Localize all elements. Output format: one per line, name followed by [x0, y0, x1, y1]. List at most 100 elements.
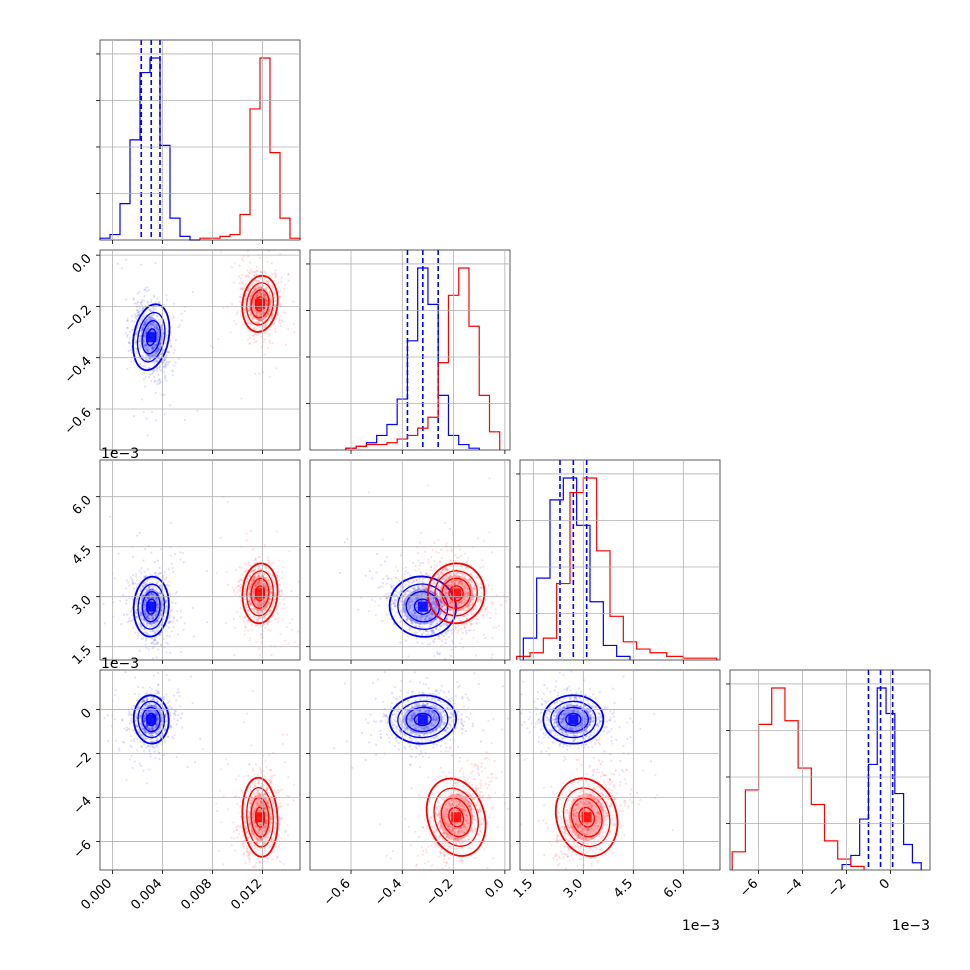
sample-point	[268, 610, 272, 613]
sample-point	[267, 556, 270, 559]
sample-point	[264, 584, 268, 587]
sample-point	[265, 279, 268, 283]
sample-point	[146, 346, 149, 350]
sample-point	[270, 574, 274, 577]
sample-point	[273, 322, 276, 325]
sample-point	[244, 585, 247, 588]
sample-point	[151, 617, 154, 620]
sample-point	[256, 602, 259, 606]
sample-point	[147, 324, 150, 328]
sample-point	[266, 300, 269, 303]
sample-point	[164, 609, 167, 612]
sample-point	[148, 586, 151, 589]
sample-point	[238, 264, 241, 267]
sample-point	[409, 619, 412, 622]
sample-point	[265, 302, 268, 306]
sample-point	[423, 550, 427, 553]
sample-point	[149, 587, 152, 591]
sample-point	[252, 290, 255, 293]
sample-point	[150, 346, 154, 349]
sample-point	[265, 593, 268, 596]
sample-point	[270, 296, 273, 299]
sample-point	[265, 300, 269, 303]
sample-point	[280, 319, 283, 322]
sample-point	[264, 315, 267, 319]
sample-point	[137, 313, 140, 316]
sample-point	[109, 515, 112, 518]
sample-point	[248, 298, 252, 301]
sample-point	[264, 600, 267, 603]
sample-point	[151, 354, 154, 358]
sample-point	[126, 621, 129, 624]
sample-point	[148, 357, 151, 360]
sample-point	[255, 340, 258, 343]
contour-line	[250, 577, 270, 609]
sample-point	[153, 344, 156, 347]
sample-point	[428, 642, 432, 645]
sample-point	[234, 626, 237, 629]
sample-point	[155, 597, 158, 600]
contour-line	[136, 311, 166, 363]
sample-point	[259, 292, 262, 295]
sample-point	[164, 359, 167, 362]
sample-point	[258, 319, 261, 322]
sample-point	[458, 618, 461, 621]
sample-point	[240, 586, 243, 589]
sample-point	[147, 593, 150, 596]
sample-point	[143, 602, 146, 606]
sample-point	[265, 605, 269, 609]
sample-point	[404, 639, 408, 642]
sample-point	[157, 347, 160, 350]
sample-point	[155, 619, 158, 623]
sample-point	[167, 351, 170, 354]
panel-content	[339, 477, 510, 660]
sample-point	[145, 344, 149, 347]
sample-point	[484, 636, 487, 640]
sample-point	[250, 628, 253, 631]
sample-point	[262, 318, 266, 321]
sample-point	[282, 566, 285, 569]
sample-point	[95, 653, 97, 655]
sample-point	[143, 320, 146, 323]
sample-point	[381, 585, 384, 588]
sample-point	[268, 620, 271, 624]
sample-point	[258, 311, 262, 314]
sample-point	[235, 312, 239, 316]
sample-point	[145, 624, 148, 627]
sample-point	[153, 375, 156, 378]
sample-point	[144, 286, 147, 290]
sample-point	[154, 638, 157, 642]
sample-point	[262, 602, 266, 605]
sample-point	[140, 309, 143, 312]
sample-point	[450, 628, 454, 631]
sample-point	[281, 571, 284, 574]
sample-point	[254, 289, 257, 292]
sample-point	[156, 341, 159, 344]
sample-point	[254, 616, 257, 620]
sample-point	[257, 580, 261, 584]
sample-point	[414, 614, 418, 617]
sample-point	[408, 628, 411, 631]
sample-point	[271, 605, 274, 608]
sample-point	[444, 641, 447, 645]
sample-point	[248, 589, 251, 593]
sample-point	[152, 596, 156, 599]
sample-point	[136, 325, 139, 328]
sample-point	[142, 590, 145, 593]
sample-point	[404, 583, 408, 586]
sample-point	[132, 626, 135, 629]
sample-point	[148, 373, 152, 377]
sample-point	[249, 570, 253, 573]
sample-point	[274, 330, 277, 334]
sample-point	[152, 324, 155, 327]
sample-point	[254, 584, 257, 587]
sample-point	[259, 319, 262, 322]
sample-point	[237, 589, 240, 592]
sample-point	[313, 589, 315, 591]
sample-point	[139, 611, 142, 614]
sample-point	[140, 301, 143, 304]
sample-point	[156, 336, 160, 340]
sample-point	[251, 572, 254, 575]
sample-point	[234, 593, 237, 596]
sample-point	[247, 619, 250, 622]
